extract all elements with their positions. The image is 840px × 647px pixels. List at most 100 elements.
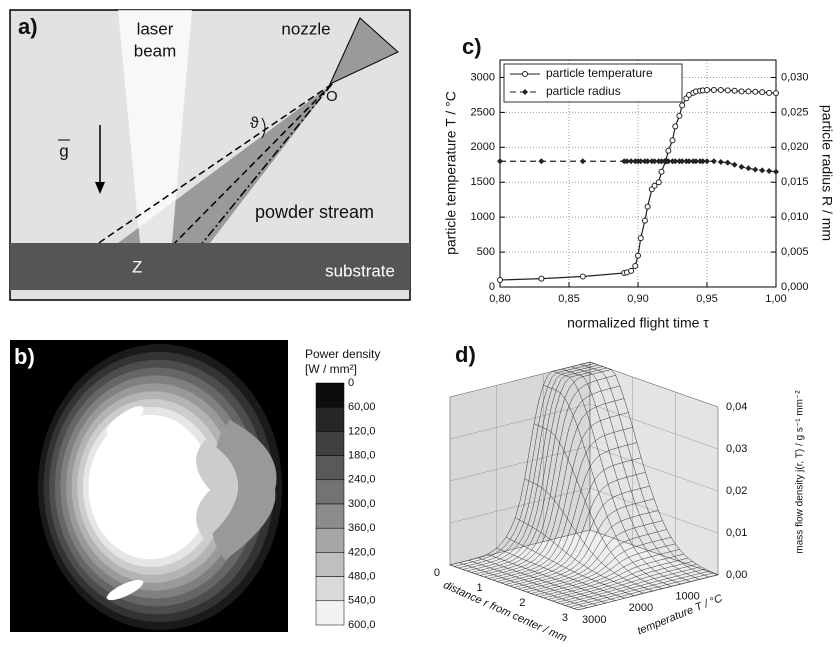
t-tick-label: 2000 bbox=[629, 602, 653, 614]
colorbar-label: 0 bbox=[348, 377, 354, 389]
z-tick-label: 0,04 bbox=[726, 401, 747, 413]
substrate-label: substrate bbox=[325, 261, 395, 280]
point bbox=[710, 87, 717, 94]
substrate-block bbox=[10, 243, 410, 290]
y-tick-label: 3000 bbox=[471, 71, 495, 83]
colorbar-band bbox=[315, 431, 345, 456]
legend-marker bbox=[522, 89, 528, 95]
y-tick-label: 1000 bbox=[471, 211, 495, 223]
point bbox=[658, 158, 665, 165]
point bbox=[651, 182, 658, 189]
point bbox=[738, 163, 745, 170]
z-tick-label: 0,00 bbox=[726, 569, 747, 581]
y2-tick-label: 0,015 bbox=[781, 176, 809, 188]
legend-label: particle radius bbox=[546, 84, 621, 98]
colorbar-band bbox=[315, 576, 345, 602]
colorbar-label: 240,0 bbox=[348, 474, 376, 486]
y2-tick-label: 0,010 bbox=[781, 211, 809, 223]
point bbox=[632, 263, 639, 270]
point bbox=[641, 217, 648, 224]
surface-mesh bbox=[449, 361, 719, 611]
angle-arc bbox=[261, 117, 266, 139]
point bbox=[731, 87, 738, 94]
point bbox=[497, 158, 503, 165]
panel-label: a) bbox=[18, 14, 38, 39]
point bbox=[704, 87, 710, 94]
point bbox=[731, 161, 738, 168]
point bbox=[579, 273, 586, 280]
origin-label: O bbox=[326, 88, 338, 105]
laser-label: laser bbox=[137, 19, 174, 38]
colorbar-label: 120,0 bbox=[348, 425, 376, 437]
x-tick-label: 0,85 bbox=[558, 293, 579, 305]
point bbox=[644, 158, 651, 165]
point bbox=[538, 275, 545, 282]
colorbar-title: Power density bbox=[305, 347, 380, 361]
y-tick-label: 0 bbox=[489, 281, 495, 293]
colorbar-label: 300,0 bbox=[348, 498, 376, 510]
y-tick-label: 2500 bbox=[471, 106, 495, 118]
point bbox=[699, 158, 706, 165]
y2-tick-label: 0,000 bbox=[781, 281, 809, 293]
x-tick-label: 0,95 bbox=[696, 293, 717, 305]
colorbar-label: 180,0 bbox=[348, 450, 376, 462]
y2-tick-label: 0,030 bbox=[781, 71, 809, 83]
point bbox=[692, 158, 699, 165]
point bbox=[672, 123, 679, 130]
colorbar-label: 360,0 bbox=[348, 522, 376, 534]
point bbox=[710, 158, 717, 165]
colorbar-band bbox=[315, 503, 345, 529]
point bbox=[579, 158, 586, 165]
point bbox=[717, 158, 724, 165]
point bbox=[752, 88, 759, 95]
r-tick-label: 3 bbox=[562, 612, 568, 624]
stream-edge bbox=[149, 83, 333, 269]
colorbar-label: 60,00 bbox=[348, 401, 376, 413]
point bbox=[651, 158, 658, 165]
panel-label: b) bbox=[14, 344, 35, 369]
point bbox=[658, 168, 665, 175]
point bbox=[497, 277, 503, 284]
y-tick-label: 2000 bbox=[471, 141, 495, 153]
panel-d: d) mass flow density j(r, T) / g s⁻¹ mm⁻… bbox=[434, 342, 806, 645]
colorbar-band bbox=[315, 552, 345, 577]
point bbox=[669, 137, 676, 144]
z-tick-label: 0,03 bbox=[726, 443, 747, 455]
colorbar-label: 480,0 bbox=[348, 571, 376, 583]
contour-lobe bbox=[212, 420, 277, 560]
point bbox=[704, 158, 710, 165]
colorbar-band bbox=[315, 406, 345, 432]
highlight bbox=[106, 406, 144, 434]
point bbox=[766, 168, 773, 175]
z-tick-label: 0,02 bbox=[726, 485, 747, 497]
highlight bbox=[106, 579, 144, 601]
y2-axis-label: particle radius R / mm bbox=[819, 105, 835, 241]
nozzle-label: nozzle bbox=[281, 19, 330, 38]
panel-c: c) normalized flight time τ particle tem… bbox=[443, 34, 836, 331]
point bbox=[665, 158, 672, 165]
contour-lobe bbox=[196, 440, 239, 540]
z-tick-label: 0,01 bbox=[726, 527, 747, 539]
y-tick-label: 1500 bbox=[471, 176, 495, 188]
x-axis-label: normalized flight time τ bbox=[567, 315, 709, 331]
t-tick-label: 3000 bbox=[582, 614, 606, 626]
x-tick-label: 0,80 bbox=[489, 293, 510, 305]
point bbox=[637, 235, 644, 242]
x-tick-label: 1,00 bbox=[765, 293, 786, 305]
legend-marker bbox=[522, 71, 528, 77]
point bbox=[679, 158, 686, 165]
y2-tick-label: 0,025 bbox=[781, 106, 809, 118]
point bbox=[623, 158, 630, 165]
colorbar-band bbox=[315, 382, 345, 408]
panel-label: c) bbox=[462, 34, 482, 59]
powder-label: powder stream bbox=[255, 202, 374, 222]
point bbox=[724, 159, 731, 166]
colorbar-label: 420,0 bbox=[348, 546, 376, 558]
z-axis-label: mass flow density j(r, T) / g s⁻¹ mm⁻² bbox=[795, 390, 806, 554]
point bbox=[665, 147, 672, 154]
nozzle-shape bbox=[328, 17, 399, 86]
r-tick-label: 0 bbox=[434, 567, 440, 579]
colorbar-unit: [W / mm²] bbox=[305, 362, 357, 376]
colorbar-label: 600,0 bbox=[348, 619, 376, 631]
